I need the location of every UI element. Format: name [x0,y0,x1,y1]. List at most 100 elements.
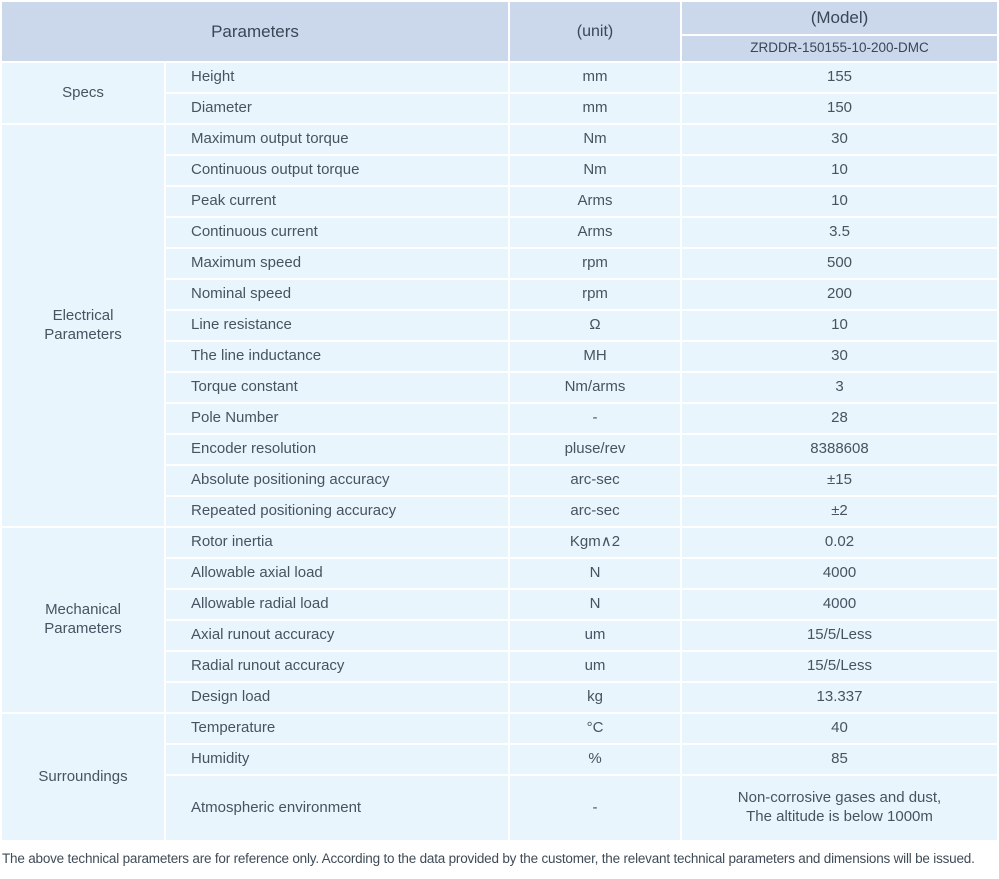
parameter-name: Torque constant [166,373,508,402]
parameter-unit: mm [510,94,680,123]
table-row: Repeated positioning accuracy arc-sec ±2 [2,497,997,526]
parameter-unit: °C [510,714,680,743]
parameter-value: 10 [682,311,997,340]
model-header: (Model) [682,2,997,35]
section-group-label: Mechanical Parameters [2,528,164,712]
parameter-name: Continuous current [166,218,508,247]
section-group-label: Electrical Parameters [2,125,164,526]
header-model-row: ZRDDR-150155-10-200-DMC [2,36,997,61]
parameter-unit: rpm [510,249,680,278]
table-row: Torque constant Nm/arms 3 [2,373,997,402]
table-row: Electrical Parameters Maximum output torq… [2,125,997,526]
parameter-name: Pole Number [166,404,508,433]
table-row: Specs Height mm 155 [2,63,997,123]
parameter-value: 15/5/Less [682,621,997,650]
header-row: Parameters (unit) (Model) [2,2,997,61]
parameter-value: 10 [682,187,997,216]
parameter-unit: arc-sec [510,466,680,495]
parameter-value: 0.02 [682,528,997,557]
parameter-name: Allowable radial load [166,590,508,619]
parameter-name: Height [166,63,508,92]
parameter-unit: % [510,745,680,774]
parameter-value: 8388608 [682,435,997,464]
table-row: Peak current Arms 10 [2,187,997,216]
parameter-value: 155 [682,63,997,92]
parameter-value: 10 [682,156,997,185]
parameter-name: The line inductance [166,342,508,371]
parameter-value: ±2 [682,497,997,526]
parameter-name: Temperature [166,714,508,743]
table-row: Mechanical Parameters Rotor inertia Kgm∧2 0… [2,528,997,712]
parameter-value: ±15 [682,466,997,495]
parameter-name: Axial runout accuracy [166,621,508,650]
parameter-unit: Nm/arms [510,373,680,402]
parameter-unit: kg [510,683,680,712]
parameter-unit: N [510,559,680,588]
table-row: Design load kg 13.337 [2,683,997,712]
section-group-label: Specs [2,63,164,123]
parameter-unit: um [510,652,680,681]
parameter-unit: rpm [510,280,680,309]
parameter-value: 85 [682,745,997,774]
parameter-unit: um [510,621,680,650]
parameter-name: Absolute positioning accuracy [166,466,508,495]
parameter-name: Maximum speed [166,249,508,278]
parameter-unit: Nm [510,125,680,154]
unit-header: (unit) [510,2,680,61]
section-group-label: Surroundings [2,714,164,840]
parameter-name: Peak current [166,187,508,216]
parameter-value: 500 [682,249,997,278]
table-row: The line inductance MH 30 [2,342,997,371]
parameter-value: 3.5 [682,218,997,247]
table-row: Axial runout accuracy um 15/5/Less [2,621,997,650]
table-row: Surroundings Temperature °C 40 [2,714,997,840]
parameter-unit: Arms [510,187,680,216]
parameter-value: 200 [682,280,997,309]
parameter-name: Design load [166,683,508,712]
spec-table-body: Specs Height mm 155 Diameter mm 150 Electrical … [2,63,997,840]
table-row: Allowable radial load N 4000 [2,590,997,619]
parameter-unit: - [510,776,680,840]
table-row: Continuous output torque Nm 10 [2,156,997,185]
parameter-value: 4000 [682,590,997,619]
parameter-name: Maximum output torque [166,125,508,154]
table-row: Radial runout accuracy um 15/5/Less [2,652,997,681]
parameter-name: Continuous output torque [166,156,508,185]
footer-note: The above technical parameters are for r… [2,851,975,866]
parameter-unit: N [510,590,680,619]
parameter-name: Radial runout accuracy [166,652,508,681]
parameter-value: 3 [682,373,997,402]
table-row: Humidity% 85 [2,745,997,774]
parameter-unit: MH [510,342,680,371]
parameter-name: Diameter [166,94,508,123]
model-number: ZRDDR-150155-10-200-DMC [682,36,997,61]
table-row: Maximum speed rpm 500 [2,249,997,278]
parameter-value: Non-corrosive gases and dust, The altitu… [682,776,997,840]
parameter-name: Allowable axial load [166,559,508,588]
parameter-unit: arc-sec [510,497,680,526]
parameter-unit: Nm [510,156,680,185]
table-row: Pole Number -28 [2,404,997,433]
parameter-name: Atmospheric environment [166,776,508,840]
table-row: Encoder resolution pluse/rev 8388608 [2,435,997,464]
parameter-unit: Ω [510,311,680,340]
parameter-value: 13.337 [682,683,997,712]
parameter-value: 15/5/Less [682,652,997,681]
parameter-value: 150 [682,94,997,123]
table-row: Atmospheric environment - Non-corrosive ga… [2,776,997,840]
parameter-unit: Kgm∧2 [510,528,680,557]
parameter-value: 4000 [682,559,997,588]
parameter-unit: - [510,404,680,433]
parameters-header: Parameters [2,2,508,61]
table-row: Diameter mm 150 [2,94,997,123]
parameter-name: Line resistance [166,311,508,340]
table-row: Line resistance Ω 10 [2,311,997,340]
parameter-name: Encoder resolution [166,435,508,464]
parameter-value: 30 [682,342,997,371]
table-row: Continuous current Arms 3.5 [2,218,997,247]
parameter-unit: pluse/rev [510,435,680,464]
parameter-value: 30 [682,125,997,154]
parameter-unit: mm [510,63,680,92]
parameter-unit: Arms [510,218,680,247]
